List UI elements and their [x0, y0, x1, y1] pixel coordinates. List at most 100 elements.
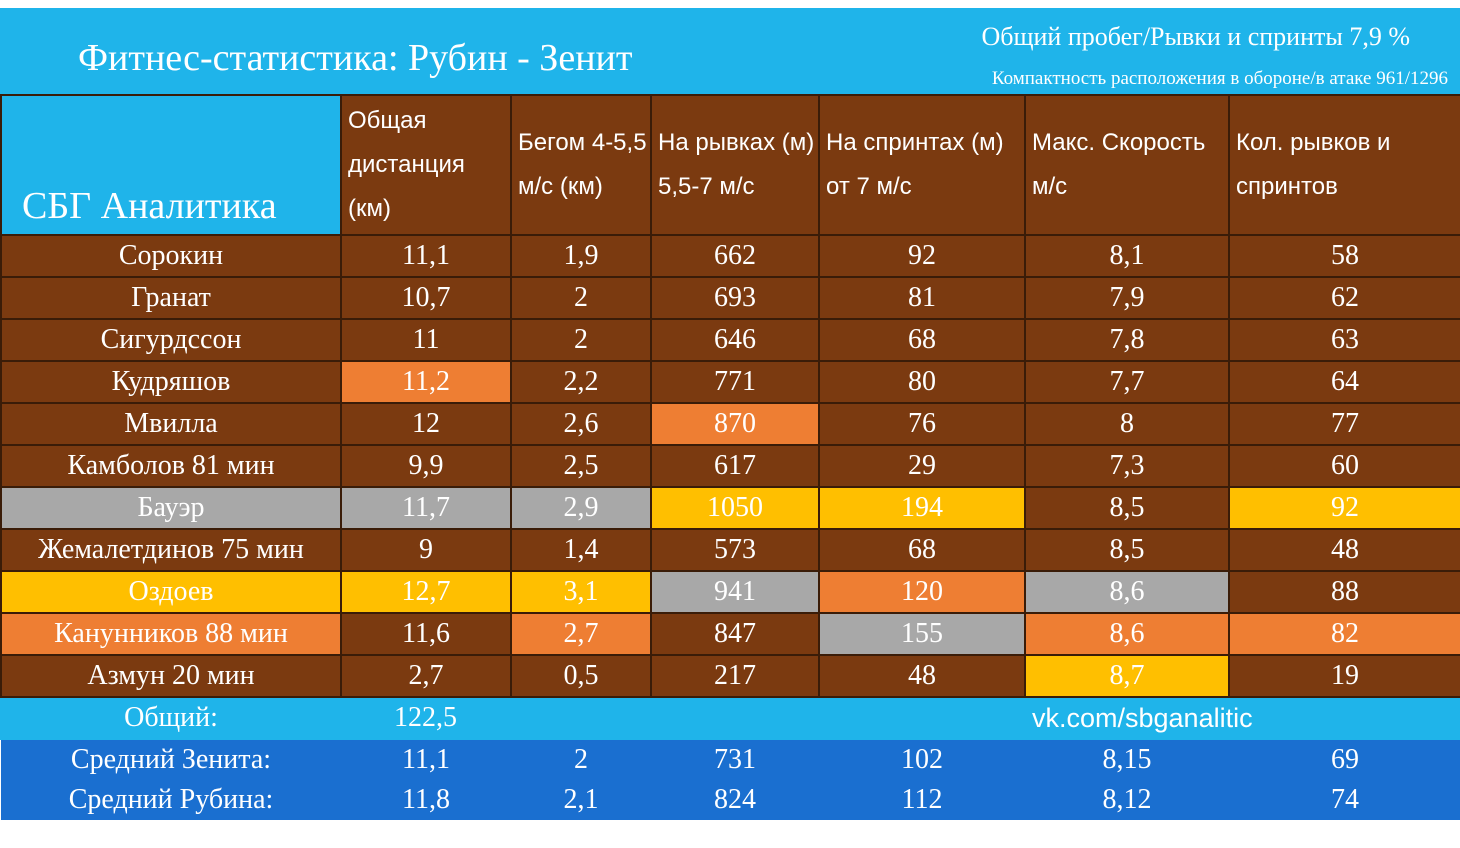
average-cell: 731 [651, 739, 819, 780]
stat-cell: 92 [818, 234, 1026, 278]
table-row: Азмун 20 мин 2,7 0,5 217 48 8,7 19 [0, 654, 1460, 698]
average-row: Средний Рубина: 11,8 2,1 824 112 8,12 74 [1, 780, 1460, 820]
average-cell: 8,15 [1025, 739, 1229, 780]
total-label: Общий: [0, 696, 342, 740]
stat-cell: 11,2 [340, 360, 512, 404]
player-name-cell: Азмун 20 мин [0, 654, 342, 698]
col-header-max-speed: Макс. Скорость м/с [1024, 94, 1230, 236]
table-row: Мвилла 12 2,6 870 76 8 77 [0, 402, 1460, 446]
table-row: Сорокин 11,1 1,9 662 92 8,1 58 [0, 234, 1460, 278]
fitness-stats-table: СБГ Аналитика Общая дистанция (км) Бегом… [0, 94, 1460, 820]
stat-cell: 11,7 [340, 486, 512, 530]
stat-cell: 2,6 [510, 402, 652, 446]
total-value: 122,5 [340, 696, 1026, 740]
average-cell: 8,12 [1025, 780, 1229, 820]
average-label: Средний Рубина: [1, 780, 341, 820]
stat-cell: 7,9 [1024, 276, 1230, 320]
stat-cell: 3,1 [510, 570, 652, 614]
stat-cell: 8,6 [1024, 612, 1230, 656]
stat-cell: 847 [650, 612, 820, 656]
column-header-row: СБГ Аналитика Общая дистанция (км) Бегом… [0, 94, 1460, 236]
col-header-running: Бегом 4-5,5 м/с (км) [510, 94, 652, 236]
stat-cell: 2,5 [510, 444, 652, 488]
stat-cell: 693 [650, 276, 820, 320]
stat-cell: 8 [1024, 402, 1230, 446]
stat-cell: 662 [650, 234, 820, 278]
stat-cell: 48 [818, 654, 1026, 698]
player-name-cell: Гранат [0, 276, 342, 320]
stat-cell: 60 [1228, 444, 1460, 488]
stat-cell: 1050 [650, 486, 820, 530]
stat-cell: 9 [340, 528, 512, 572]
stat-cell: 2,9 [510, 486, 652, 530]
stat-cell: 64 [1228, 360, 1460, 404]
stat-cell: 617 [650, 444, 820, 488]
stat-cell: 19 [1228, 654, 1460, 698]
stat-cell: 11,1 [340, 234, 512, 278]
stat-cell: 58 [1228, 234, 1460, 278]
table-row: Гранат 10,7 2 693 81 7,9 62 [0, 276, 1460, 320]
col-header-sprints: На спринтах (м) от 7 м/с [818, 94, 1026, 236]
stat-cell: 870 [650, 402, 820, 446]
stat-cell: 88 [1228, 570, 1460, 614]
stat-cell: 194 [818, 486, 1026, 530]
average-cell: 824 [651, 780, 819, 820]
table-row: Сигурдссон 11 2 646 68 7,8 63 [0, 318, 1460, 362]
subtitle-compactness: Компактность расположения в обороне/в ат… [991, 68, 1448, 89]
table-row: Бауэр 11,7 2,9 1050 194 8,5 92 [0, 486, 1460, 530]
page-title: Фитнес-статистика: Рубин - Зенит [78, 37, 633, 79]
player-name-cell: Мвилла [0, 402, 342, 446]
player-name-cell: Сигурдссон [0, 318, 342, 362]
stat-cell: 11,6 [340, 612, 512, 656]
average-cell: 102 [819, 739, 1025, 780]
stat-cell: 7,3 [1024, 444, 1230, 488]
stat-cell: 7,8 [1024, 318, 1230, 362]
stat-cell: 2,7 [340, 654, 512, 698]
average-cell: 112 [819, 780, 1025, 820]
table-row: Канунников 88 мин 11,6 2,7 847 155 8,6 82 [0, 612, 1460, 656]
stat-cell: 120 [818, 570, 1026, 614]
stat-cell: 92 [1228, 486, 1460, 530]
stat-cell: 2,2 [510, 360, 652, 404]
stat-cell: 8,7 [1024, 654, 1230, 698]
stat-cell: 8,6 [1024, 570, 1230, 614]
stat-cell: 11 [340, 318, 512, 362]
stat-cell: 81 [818, 276, 1026, 320]
stat-cell: 217 [650, 654, 820, 698]
stat-cell: 12,7 [340, 570, 512, 614]
stat-cell: 8,5 [1024, 528, 1230, 572]
stat-cell: 68 [818, 318, 1026, 362]
stat-cell: 0,5 [510, 654, 652, 698]
player-name-cell: Канунников 88 мин [0, 612, 342, 656]
header-banner: Фитнес-статистика: Рубин - Зенит Общий п… [0, 8, 1460, 94]
stat-cell: 573 [650, 528, 820, 572]
player-name-cell: Кудряшов [0, 360, 342, 404]
stat-cell: 941 [650, 570, 820, 614]
table-row: Оздоев 12,7 3,1 941 120 8,6 88 [0, 570, 1460, 614]
total-row: Общий: 122,5 vk.com/sbganalitic [0, 696, 1460, 740]
stat-cell: 2 [510, 318, 652, 362]
stat-cell: 2 [510, 276, 652, 320]
stat-cell: 8,1 [1024, 234, 1230, 278]
table-row: Камболов 81 мин 9,9 2,5 617 29 7,3 60 [0, 444, 1460, 488]
stat-cell: 80 [818, 360, 1026, 404]
stat-cell: 63 [1228, 318, 1460, 362]
brand-label: СБГ Аналитика [0, 94, 342, 236]
player-name-cell: Оздоев [0, 570, 342, 614]
stat-cell: 8,5 [1024, 486, 1230, 530]
player-name-cell: Бауэр [0, 486, 342, 530]
stat-cell: 771 [650, 360, 820, 404]
table-row: Кудряшов 11,2 2,2 771 80 7,7 64 [0, 360, 1460, 404]
average-label: Средний Зенита: [1, 739, 341, 780]
stat-cell: 2,7 [510, 612, 652, 656]
stat-cell: 155 [818, 612, 1026, 656]
vk-link[interactable]: vk.com/sbganalitic [1024, 696, 1460, 740]
table-row: Жемалетдинов 75 мин 9 1,4 573 68 8,5 48 [0, 528, 1460, 572]
stat-cell: 9,9 [340, 444, 512, 488]
average-cell: 2,1 [511, 780, 651, 820]
stat-cell: 1,4 [510, 528, 652, 572]
stat-cell: 48 [1228, 528, 1460, 572]
col-header-distance: Общая дистанция (км) [340, 94, 512, 236]
average-row: Средний Зенита: 11,1 2 731 102 8,15 69 [1, 739, 1460, 780]
